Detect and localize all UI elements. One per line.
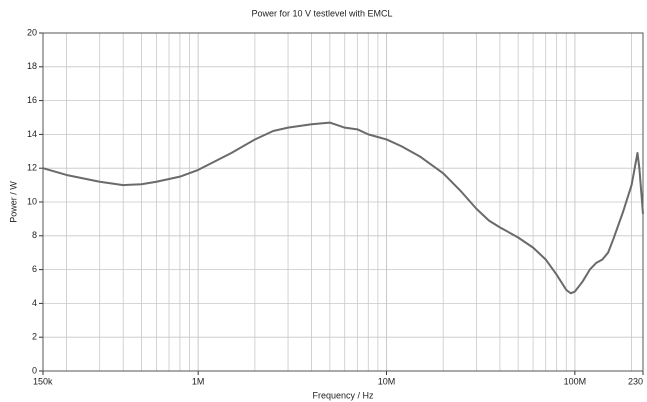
x-tick-label: 230 bbox=[628, 376, 643, 386]
y-tick-label: 20 bbox=[27, 27, 37, 37]
y-tick-label: 4 bbox=[32, 298, 37, 308]
x-axis-label: Frequency / Hz bbox=[312, 390, 374, 400]
x-tick-label: 1M bbox=[192, 376, 205, 386]
y-tick-label: 10 bbox=[27, 196, 37, 206]
y-tick-label: 6 bbox=[32, 264, 37, 274]
y-axis-label: Power / W bbox=[8, 181, 18, 223]
y-tick-label: 0 bbox=[32, 365, 37, 375]
y-tick-label: 14 bbox=[27, 129, 37, 139]
y-tick-label: 2 bbox=[32, 332, 37, 342]
y-tick-label: 16 bbox=[27, 95, 37, 105]
x-tick-label: 10M bbox=[378, 376, 396, 386]
y-tick-label: 12 bbox=[27, 163, 37, 173]
data-line bbox=[42, 121, 644, 295]
y-tick-label: 8 bbox=[32, 230, 37, 240]
x-tick-label: 100M bbox=[564, 376, 587, 386]
chart-title: Power for 10 V testlevel with EMCL bbox=[251, 8, 392, 18]
y-tick-label: 18 bbox=[27, 61, 37, 71]
x-tick-label: 150k bbox=[33, 376, 53, 386]
